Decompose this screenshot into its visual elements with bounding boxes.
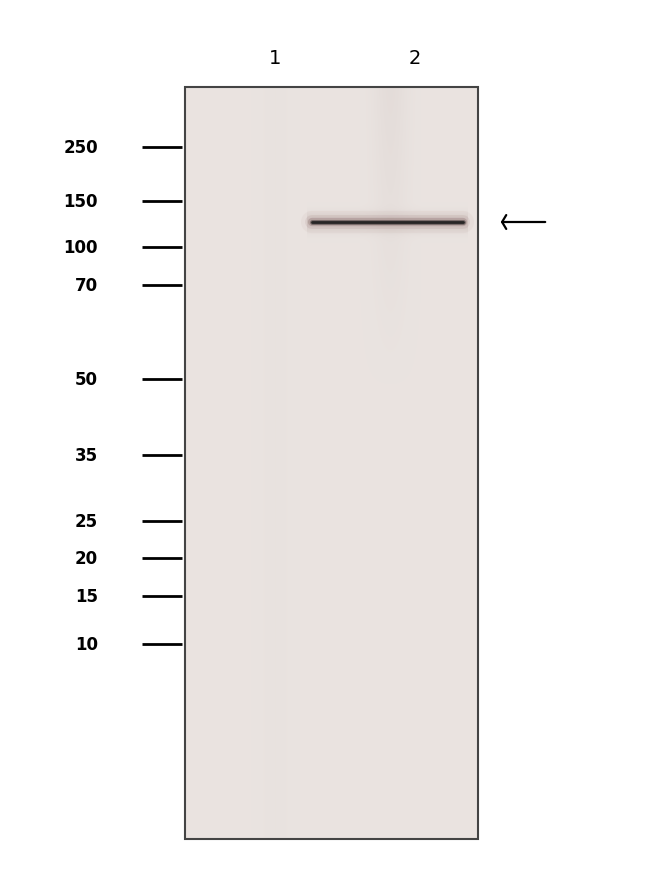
Text: 10: 10: [75, 635, 98, 653]
Text: 20: 20: [75, 549, 98, 567]
Text: 15: 15: [75, 587, 98, 606]
Text: 100: 100: [64, 239, 98, 256]
Text: 150: 150: [64, 193, 98, 211]
Text: 70: 70: [75, 276, 98, 295]
Text: 35: 35: [75, 447, 98, 464]
Text: 50: 50: [75, 370, 98, 388]
Text: 250: 250: [64, 139, 98, 156]
Bar: [185, 88, 478, 839]
Text: 25: 25: [75, 513, 98, 530]
Text: 1: 1: [269, 49, 281, 68]
Text: 2: 2: [409, 49, 421, 68]
